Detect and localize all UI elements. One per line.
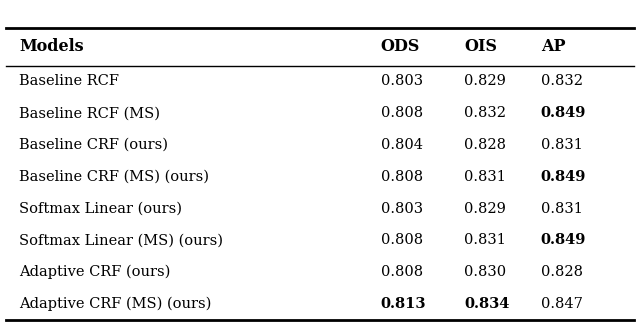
Text: 0.834: 0.834 <box>464 297 509 311</box>
Text: Baseline CRF (MS) (ours): Baseline CRF (MS) (ours) <box>19 170 209 184</box>
Text: 0.832: 0.832 <box>541 74 583 89</box>
Text: 0.804: 0.804 <box>381 138 423 152</box>
Text: 0.828: 0.828 <box>464 138 506 152</box>
Text: 0.829: 0.829 <box>464 202 506 215</box>
Text: 0.813: 0.813 <box>381 297 426 311</box>
Text: AP: AP <box>541 38 565 55</box>
Text: Adaptive CRF (MS) (ours): Adaptive CRF (MS) (ours) <box>19 297 212 311</box>
Text: 0.808: 0.808 <box>381 170 423 184</box>
Text: 0.849: 0.849 <box>541 106 586 120</box>
Text: Baseline CRF (ours): Baseline CRF (ours) <box>19 138 168 152</box>
Text: 0.808: 0.808 <box>381 106 423 120</box>
Text: 0.828: 0.828 <box>541 265 583 279</box>
Text: 0.831: 0.831 <box>541 202 582 215</box>
Text: 0.829: 0.829 <box>464 74 506 89</box>
Text: 0.830: 0.830 <box>464 265 506 279</box>
Text: 0.803: 0.803 <box>381 74 423 89</box>
Text: ODS: ODS <box>381 38 420 55</box>
Text: Adaptive CRF (ours): Adaptive CRF (ours) <box>19 265 171 279</box>
Text: 0.803: 0.803 <box>381 202 423 215</box>
Text: 0.832: 0.832 <box>464 106 506 120</box>
Text: Softmax Linear (ours): Softmax Linear (ours) <box>19 202 182 215</box>
Text: 0.849: 0.849 <box>541 233 586 247</box>
Text: Baseline RCF (MS): Baseline RCF (MS) <box>19 106 160 120</box>
Text: Baseline RCF: Baseline RCF <box>19 74 119 89</box>
Text: Softmax Linear (MS) (ours): Softmax Linear (MS) (ours) <box>19 233 223 247</box>
Text: OIS: OIS <box>464 38 497 55</box>
Text: 0.831: 0.831 <box>464 233 506 247</box>
Text: Models: Models <box>19 38 84 55</box>
Text: 0.831: 0.831 <box>464 170 506 184</box>
Text: 0.831: 0.831 <box>541 138 582 152</box>
Text: 0.847: 0.847 <box>541 297 582 311</box>
Text: 0.808: 0.808 <box>381 233 423 247</box>
Text: 0.849: 0.849 <box>541 170 586 184</box>
Text: 0.808: 0.808 <box>381 265 423 279</box>
